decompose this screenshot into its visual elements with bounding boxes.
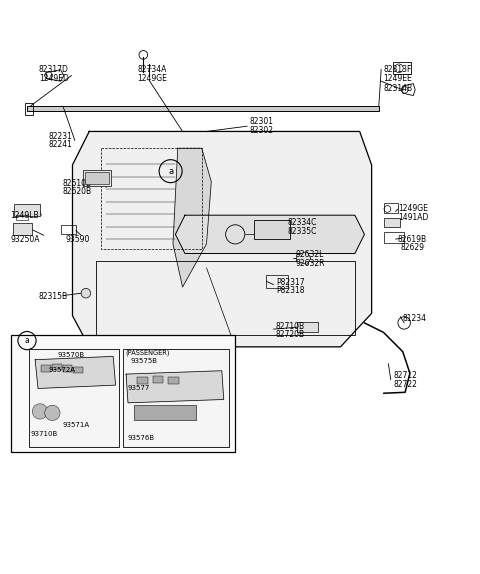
Text: 82629: 82629 [400, 243, 424, 252]
Polygon shape [72, 131, 372, 347]
Text: 82720B: 82720B [276, 331, 305, 339]
Text: 1249ED: 1249ED [39, 74, 69, 83]
Text: 93570B: 93570B [57, 352, 84, 358]
Text: P82318: P82318 [276, 286, 304, 296]
Text: 92632L: 92632L [295, 250, 324, 259]
Bar [384, 203, 398, 213]
Text: 82241: 82241 [48, 141, 72, 149]
Bar [168, 377, 179, 383]
Text: a: a [168, 166, 173, 176]
Text: (PASSENGER): (PASSENGER) [125, 350, 169, 356]
Text: 82734A: 82734A [137, 65, 167, 73]
Bar [85, 172, 109, 184]
Bar [298, 322, 318, 332]
Bar [63, 366, 72, 372]
Text: 82334C: 82334C [288, 218, 317, 227]
Text: 82619B: 82619B [398, 235, 427, 243]
Bar [254, 220, 290, 239]
Text: 93576B: 93576B [128, 435, 155, 441]
Circle shape [32, 404, 48, 419]
Bar [52, 364, 62, 370]
Text: 82710B: 82710B [276, 322, 305, 331]
Bar [11, 335, 235, 452]
Bar [27, 106, 379, 111]
Text: 82712: 82712 [393, 371, 417, 380]
Text: 1249GE: 1249GE [137, 74, 167, 83]
Bar [83, 170, 111, 185]
Polygon shape [126, 371, 224, 403]
Text: 1249EE: 1249EE [384, 74, 412, 83]
Text: 93710B: 93710B [30, 432, 58, 437]
Text: 82317D: 82317D [39, 65, 69, 73]
Text: 82620B: 82620B [63, 187, 92, 196]
Bar [137, 377, 148, 383]
Text: 93575B: 93575B [131, 358, 158, 364]
Text: 93577: 93577 [128, 385, 150, 390]
Text: 82335C: 82335C [288, 227, 317, 235]
Circle shape [81, 289, 91, 298]
Text: 82301: 82301 [250, 117, 274, 126]
Text: a: a [24, 336, 29, 345]
Text: 82302: 82302 [250, 126, 274, 135]
Text: 93590: 93590 [65, 235, 90, 243]
Text: 1249GE: 1249GE [398, 204, 428, 212]
Bar [12, 223, 32, 235]
Bar [384, 232, 404, 243]
Text: 93572A: 93572A [48, 367, 75, 373]
Text: 1491AD: 1491AD [398, 213, 428, 222]
Bar [393, 62, 411, 74]
Text: 82315B: 82315B [39, 292, 68, 301]
Bar [73, 367, 83, 373]
Circle shape [45, 405, 60, 421]
Bar [60, 225, 76, 234]
Text: 82314B: 82314B [384, 84, 413, 93]
Polygon shape [175, 215, 364, 254]
Text: 82722: 82722 [393, 379, 417, 389]
Text: 82313F: 82313F [384, 65, 412, 73]
Bar [29, 349, 120, 447]
Polygon shape [35, 356, 116, 389]
Text: 93571A: 93571A [63, 422, 90, 428]
Text: P82317: P82317 [276, 278, 304, 287]
Bar [41, 366, 51, 372]
Text: 92632R: 92632R [295, 258, 324, 267]
Bar [153, 376, 163, 383]
Text: 93250A: 93250A [10, 235, 40, 243]
Polygon shape [173, 148, 211, 287]
Bar [384, 218, 400, 227]
Text: 81234: 81234 [403, 313, 427, 323]
Bar [16, 215, 28, 220]
Bar [24, 103, 33, 115]
Bar [134, 405, 196, 420]
Bar [266, 274, 288, 288]
Bar [123, 349, 229, 447]
Text: 82610B: 82610B [63, 179, 92, 188]
Bar [14, 204, 40, 216]
Polygon shape [297, 251, 311, 265]
Text: 82231: 82231 [48, 132, 72, 141]
Text: 1249LB: 1249LB [10, 211, 39, 220]
